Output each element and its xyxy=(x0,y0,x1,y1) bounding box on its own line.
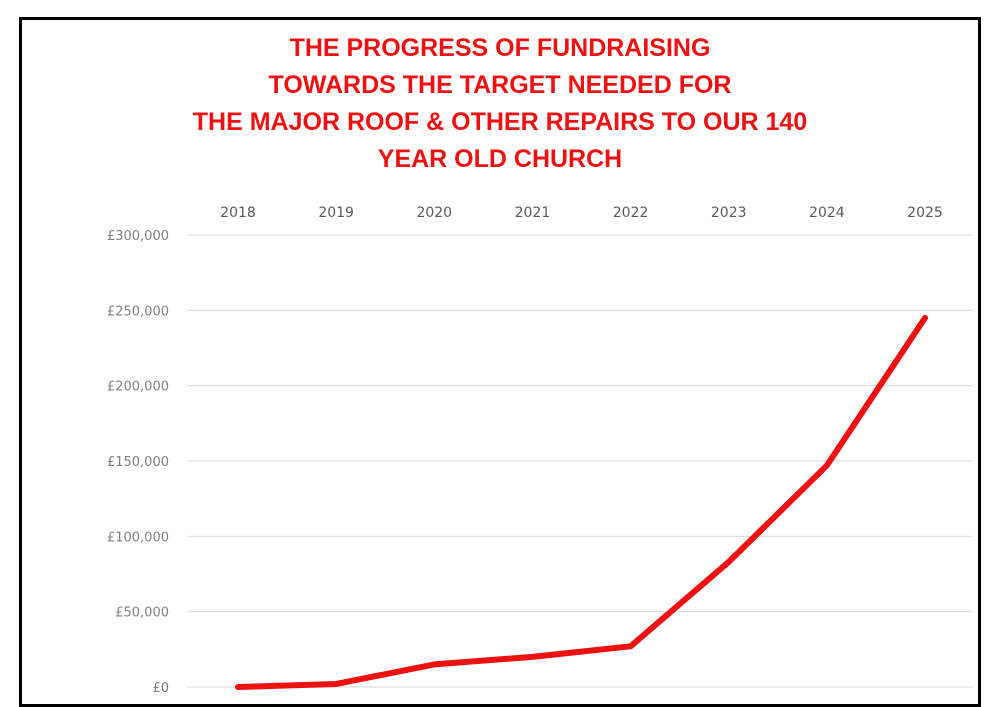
data-point-2021 xyxy=(531,656,533,658)
y-tick-label-6: £300,000 xyxy=(107,229,169,244)
x-tick-label-2022: 2022 xyxy=(613,205,649,221)
series-group xyxy=(235,314,928,690)
y-tick-label-2: £100,000 xyxy=(107,530,169,545)
data-point-2024 xyxy=(826,465,828,467)
y-axis-tick-labels: £0 £50,000 £100,000 £150,000 £200,000 £250,00… xyxy=(107,229,169,693)
data-point-2022 xyxy=(630,645,632,647)
x-tick-label-2025: 2025 xyxy=(907,205,943,221)
y-tick-label-3: £150,000 xyxy=(107,455,169,470)
chart-title: THE PROGRESS OF FUNDRAISING TOWARDS THE … xyxy=(19,30,981,178)
data-point-2018 xyxy=(237,686,239,688)
series-line-0 xyxy=(235,314,928,690)
x-tick-label-2020: 2020 xyxy=(416,205,452,221)
y-tick-label-5: £250,000 xyxy=(107,304,169,319)
chart-title-line-3: THE MAJOR ROOF & OTHER REPAIRS TO OUR 14… xyxy=(192,108,808,136)
x-tick-label-2023: 2023 xyxy=(711,205,747,221)
x-tick-label-2019: 2019 xyxy=(318,205,354,221)
data-point-2020 xyxy=(433,663,435,665)
y-tick-label-1: £50,000 xyxy=(115,606,169,621)
x-axis-tick-labels: 2018 2019 2020 2021 2022 2023 2024 2025 xyxy=(220,205,943,221)
data-point-2025 xyxy=(924,317,926,319)
y-tick-label-4: £200,000 xyxy=(107,380,169,395)
x-tick-label-2018: 2018 xyxy=(220,205,256,221)
x-tick-label-2021: 2021 xyxy=(515,205,551,221)
chart-title-line-4: YEAR OLD CHURCH xyxy=(377,145,623,173)
x-tick-label-2024: 2024 xyxy=(809,205,845,221)
data-point-2019 xyxy=(335,683,337,685)
chart-title-line-1: THE PROGRESS OF FUNDRAISING xyxy=(289,34,711,62)
data-point-2023 xyxy=(728,561,730,563)
chart-title-line-2: TOWARDS THE TARGET NEEDED FOR xyxy=(268,71,732,99)
gridlines xyxy=(187,234,973,688)
chart-frame xyxy=(19,17,981,707)
y-tick-label-0: £0 xyxy=(152,681,169,693)
